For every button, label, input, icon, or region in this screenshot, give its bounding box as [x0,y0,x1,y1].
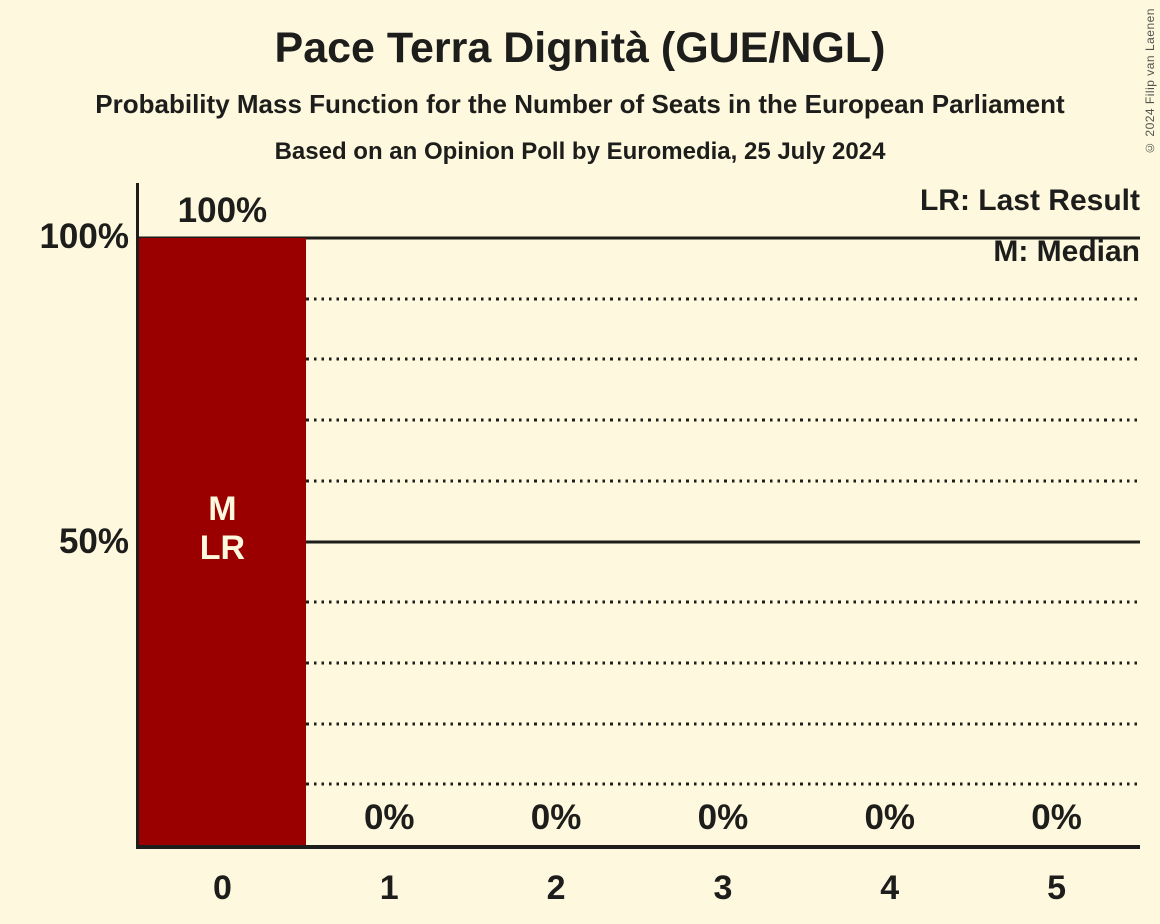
bar-column-2: 0% [473,238,640,845]
legend-item-last-result: LR: Last Result [919,184,1140,217]
gridline-10pct [139,782,1140,786]
bar-value-label-0: 100% [177,191,268,230]
x-axis-tick-4: 4 [880,869,900,907]
copyright-text: © 2024 Filip van Laenen [1143,8,1157,155]
bar-annotation-line-lastresult: LR [199,528,246,567]
y-axis-line [136,183,139,849]
x-axis-tick-1: 1 [379,869,399,907]
bar-annotation-median-lastresult: M LR [139,225,306,832]
gridline-50pct [139,540,1140,543]
bar-value-label-4: 0% [864,798,916,837]
x-axis-tick-row: 0 1 2 3 4 5 [139,866,1140,910]
legend: LR: Last Result M: Median [920,183,1140,269]
x-axis-tick-5: 5 [1047,869,1067,907]
bar-value-label-1: 0% [363,798,415,837]
gridline-100pct [139,236,1140,240]
bar-value-label-3: 0% [697,798,749,837]
bar-column-4: 0% [806,238,973,845]
gridline-60pct [139,479,1140,483]
x-axis-tick-0: 0 [212,869,232,907]
bar-column-5: 0% [973,238,1140,845]
gridline-80pct [139,357,1140,361]
gridline-30pct [139,661,1140,665]
bar-seats-0: M LR [139,238,306,845]
gridline-40pct [139,600,1140,604]
gridline-70pct [139,418,1140,422]
bar-column-1: 0% [306,238,473,845]
gridline-20pct [139,722,1140,726]
x-axis-tick-2: 2 [546,869,566,907]
chart-subtitle: Probability Mass Function for the Number… [95,89,1065,119]
bar-value-label-5: 0% [1031,798,1082,837]
bar-column-3: 0% [640,238,807,845]
bar-column-0: 100% M LR [139,193,306,845]
plot-area: 100% M LR 0% 0% 0% 0% 0% [139,193,1140,845]
chart-source-line: Based on an Opinion Poll by Euromedia, 2… [274,138,886,165]
legend-item-median: M: Median [993,235,1140,268]
bar-value-label-2: 0% [530,798,582,837]
y-axis-tick-50: 50% [58,522,129,561]
gridline-90pct [139,297,1140,301]
x-axis-tick-3: 3 [713,869,733,907]
x-axis-line [136,845,1140,849]
chart-title: Pace Terra Dignità (GUE/NGL) [274,24,886,72]
bar-annotation-line-median: M [208,489,237,528]
y-axis-tick-100: 100% [39,217,129,256]
